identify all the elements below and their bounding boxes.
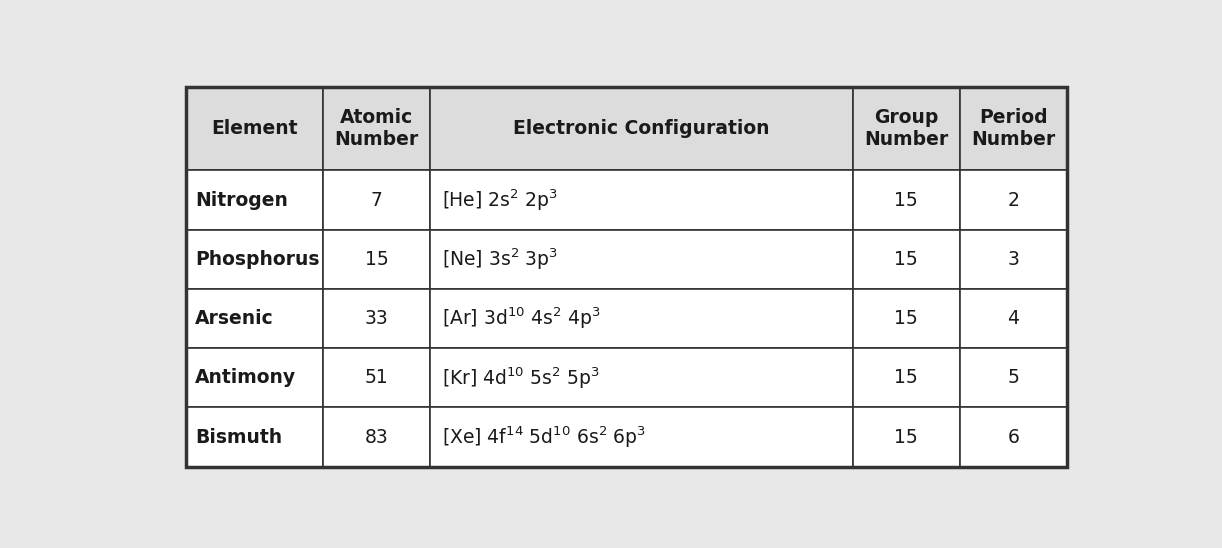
Bar xyxy=(853,170,959,230)
Bar xyxy=(430,87,853,170)
Bar xyxy=(186,87,324,170)
Bar xyxy=(959,407,1067,467)
Text: Phosphorus: Phosphorus xyxy=(196,250,320,269)
Text: 15: 15 xyxy=(895,309,918,328)
Text: 15: 15 xyxy=(365,250,389,269)
Text: Nitrogen: Nitrogen xyxy=(196,191,288,209)
Text: 3: 3 xyxy=(1007,250,1019,269)
Text: [Kr] 4d$^{10}$ 5s$^{2}$ 5p$^{3}$: [Kr] 4d$^{10}$ 5s$^{2}$ 5p$^{3}$ xyxy=(441,365,600,391)
Bar xyxy=(324,87,430,170)
Text: 15: 15 xyxy=(895,427,918,447)
Text: Antimony: Antimony xyxy=(196,368,297,387)
Text: 6: 6 xyxy=(1007,427,1019,447)
Bar xyxy=(324,230,430,289)
Bar xyxy=(430,407,853,467)
Text: Arsenic: Arsenic xyxy=(196,309,274,328)
Text: 2: 2 xyxy=(1007,191,1019,209)
Text: Period
Number: Period Number xyxy=(971,108,1056,149)
Text: 33: 33 xyxy=(365,309,389,328)
Text: [Xe] 4f$^{14}$ 5d$^{10}$ 6s$^{2}$ 6p$^{3}$: [Xe] 4f$^{14}$ 5d$^{10}$ 6s$^{2}$ 6p$^{3… xyxy=(441,424,645,450)
Bar xyxy=(853,230,959,289)
Text: [Ar] 3d$^{10}$ 4s$^{2}$ 4p$^{3}$: [Ar] 3d$^{10}$ 4s$^{2}$ 4p$^{3}$ xyxy=(441,306,600,331)
Text: Group
Number: Group Number xyxy=(864,108,948,149)
Text: Atomic
Number: Atomic Number xyxy=(335,108,419,149)
Bar xyxy=(959,87,1067,170)
Bar xyxy=(186,87,1067,467)
Bar xyxy=(324,289,430,348)
Bar xyxy=(430,348,853,407)
Text: 83: 83 xyxy=(365,427,389,447)
Bar xyxy=(959,348,1067,407)
Bar xyxy=(186,407,324,467)
Bar xyxy=(853,87,959,170)
Bar xyxy=(430,170,853,230)
Bar xyxy=(186,289,324,348)
Text: 51: 51 xyxy=(365,368,389,387)
Bar xyxy=(186,348,324,407)
Bar xyxy=(324,170,430,230)
Bar xyxy=(853,348,959,407)
Text: 15: 15 xyxy=(895,368,918,387)
Text: 15: 15 xyxy=(895,191,918,209)
Bar xyxy=(430,289,853,348)
Bar xyxy=(959,170,1067,230)
Bar xyxy=(324,407,430,467)
Bar xyxy=(186,230,324,289)
Bar xyxy=(853,289,959,348)
Text: Element: Element xyxy=(211,119,298,138)
Bar xyxy=(186,170,324,230)
Bar xyxy=(430,230,853,289)
Text: 5: 5 xyxy=(1007,368,1019,387)
Text: 15: 15 xyxy=(895,250,918,269)
Text: 4: 4 xyxy=(1007,309,1019,328)
Bar xyxy=(959,289,1067,348)
Bar xyxy=(324,348,430,407)
Bar xyxy=(959,230,1067,289)
Bar xyxy=(853,407,959,467)
Text: Electronic Configuration: Electronic Configuration xyxy=(513,119,770,138)
Text: [Ne] 3s$^{2}$ 3p$^{3}$: [Ne] 3s$^{2}$ 3p$^{3}$ xyxy=(441,247,557,272)
Text: [He] 2s$^{2}$ 2p$^{3}$: [He] 2s$^{2}$ 2p$^{3}$ xyxy=(441,187,557,213)
Text: Bismuth: Bismuth xyxy=(196,427,282,447)
Text: 7: 7 xyxy=(370,191,382,209)
